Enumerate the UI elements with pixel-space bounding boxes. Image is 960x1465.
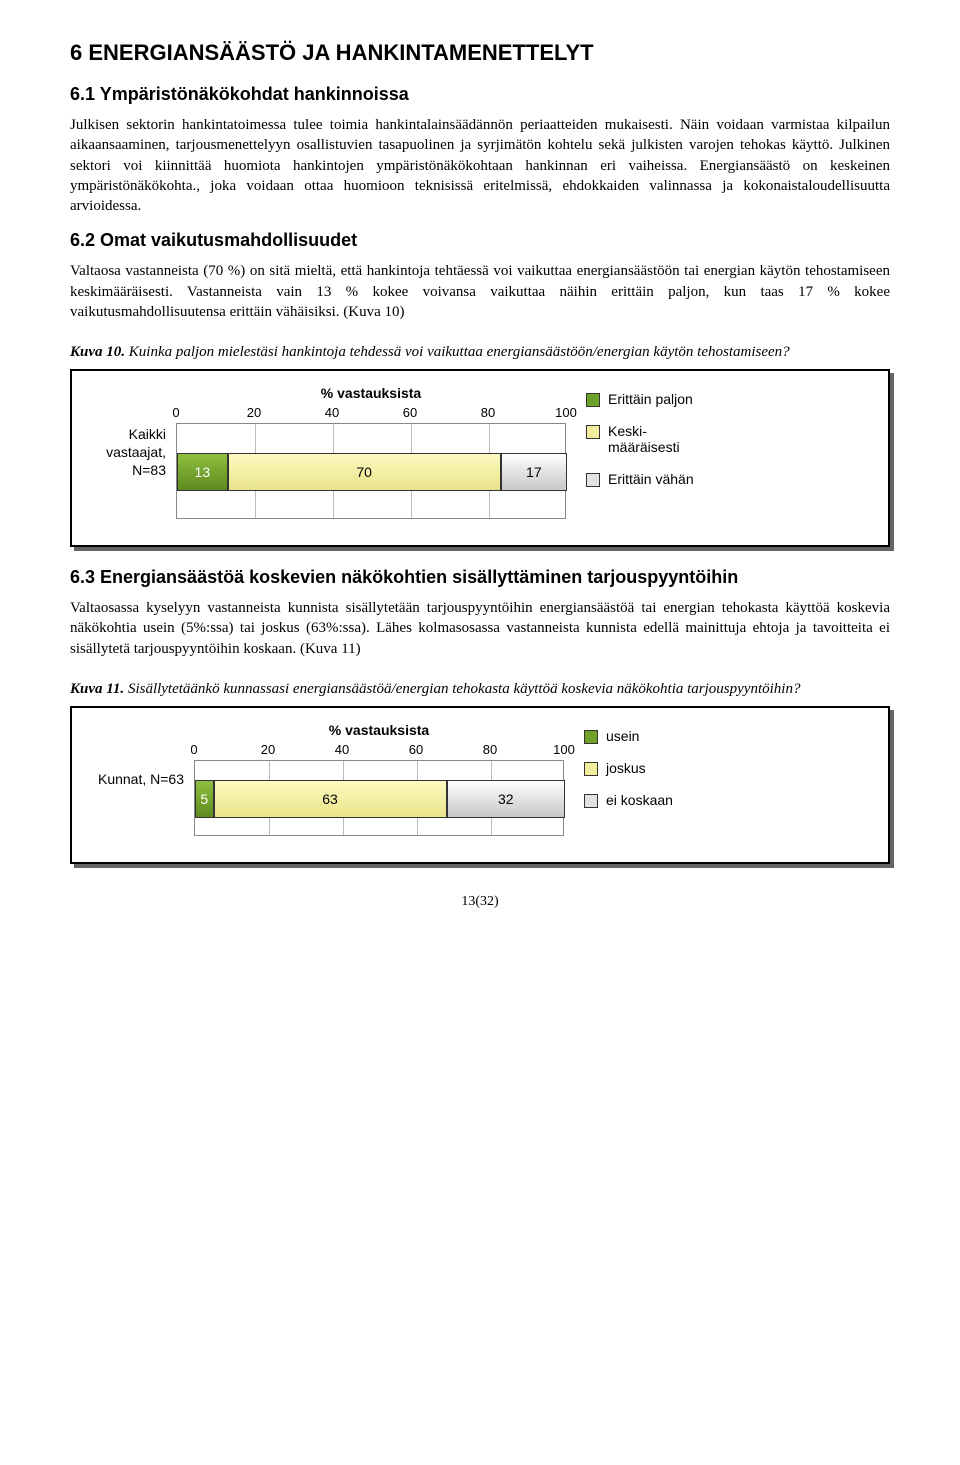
- kuva11-caption-text: Sisällytetäänkö kunnassasi energiansääst…: [124, 681, 800, 697]
- chart-bar-segment: 13: [177, 453, 228, 491]
- chart-row-label: Kaikki vastaajat, N=83: [88, 425, 166, 480]
- chart-bar-segment: 17: [501, 453, 567, 491]
- kuva10-caption-text: Kuinka paljon mielestäsi hankintoja tehd…: [125, 344, 790, 360]
- section-6-3-para: Valtaosassa kyselyyn vastanneista kunnis…: [70, 598, 890, 659]
- legend-item: ei koskaan: [584, 792, 673, 808]
- chart-tick: 20: [261, 742, 275, 757]
- legend-label: usein: [606, 728, 639, 744]
- legend-swatch: [584, 762, 598, 776]
- legend-swatch: [586, 393, 600, 407]
- chart-tick: 60: [403, 405, 417, 420]
- legend-label: joskus: [606, 760, 646, 776]
- kuva10-chart: Kaikki vastaajat, N=83 % vastauksista 0 20 4…: [70, 369, 890, 547]
- kuva11-chart: Kunnat, N=63 % vastauksista 0 20 40 60 80 100 56…: [70, 706, 890, 864]
- chart-tick: 80: [481, 405, 495, 420]
- chart-tick: 40: [325, 405, 339, 420]
- section-6-2-para: Valtaosa vastanneista (70 %) on sitä mie…: [70, 261, 890, 322]
- legend-swatch: [584, 730, 598, 744]
- legend-swatch: [584, 794, 598, 808]
- chart-tick: 40: [335, 742, 349, 757]
- legend-item: Keski- määräisesti: [586, 423, 694, 455]
- legend-swatch: [586, 425, 600, 439]
- legend-item: joskus: [584, 760, 673, 776]
- chart-tick: 60: [409, 742, 423, 757]
- section-6-1-para: Julkisen sektorin hankintatoimessa tulee…: [70, 115, 890, 216]
- chart-tick: 80: [483, 742, 497, 757]
- legend-item: usein: [584, 728, 673, 744]
- legend-swatch: [586, 473, 600, 487]
- chart-bar-row: 137017: [177, 453, 567, 491]
- page-number: 13(32): [70, 894, 890, 910]
- chart-tick: 0: [172, 405, 179, 420]
- section-6-3-heading: 6.3 Energiansäästöä koskevien näkökohtie…: [70, 567, 890, 588]
- legend-label: Erittäin vähän: [608, 471, 694, 487]
- chart-bar-segment: 32: [447, 780, 565, 818]
- chart-row-label: Kunnat, N=63: [88, 770, 184, 788]
- kuva11-caption-label: Kuva 11.: [70, 681, 124, 697]
- legend-label: Keski- määräisesti: [608, 423, 680, 455]
- legend-item: Erittäin paljon: [586, 391, 694, 407]
- chart-bar-segment: 63: [214, 780, 447, 818]
- section-6-2-heading: 6.2 Omat vaikutusmahdollisuudet: [70, 230, 890, 251]
- chart-tick: 0: [190, 742, 197, 757]
- legend-item: Erittäin vähän: [586, 471, 694, 487]
- chart-tick: 100: [555, 405, 577, 420]
- kuva10-caption-label: Kuva 10.: [70, 344, 125, 360]
- chart-axis-title: % vastauksista: [176, 385, 566, 401]
- chart-bar-segment: 5: [195, 780, 214, 818]
- kuva10-caption: Kuva 10. Kuinka paljon mielestäsi hankin…: [70, 344, 890, 361]
- chart-plot-area: 137017: [176, 423, 566, 519]
- chart-bar-row: 56332: [195, 780, 565, 818]
- chart-plot-area: 56332: [194, 760, 564, 836]
- chart-bar-segment: 70: [228, 453, 501, 491]
- section-6-1-heading: 6.1 Ympäristönäkökohdat hankinnoissa: [70, 84, 890, 105]
- chart-legend: usein joskus ei koskaan: [584, 728, 673, 808]
- legend-label: Erittäin paljon: [608, 391, 693, 407]
- chart-axis-title: % vastauksista: [194, 722, 564, 738]
- chart-tick: 100: [553, 742, 575, 757]
- chart-legend: Erittäin paljon Keski- määräisesti Erittäi…: [586, 391, 694, 487]
- kuva11-caption: Kuva 11. Sisällytetäänkö kunnassasi ener…: [70, 681, 890, 698]
- chart-tick: 20: [247, 405, 261, 420]
- section-6-heading: 6 ENERGIANSÄÄSTÖ JA HANKINTAMENETTELYT: [70, 40, 890, 66]
- legend-label: ei koskaan: [606, 792, 673, 808]
